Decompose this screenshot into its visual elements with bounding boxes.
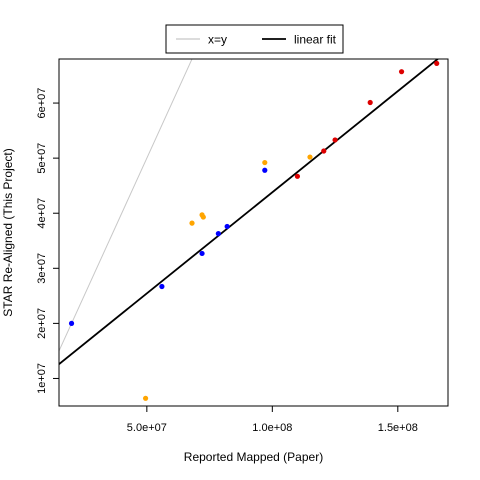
x-tick-label: 5.0e+07 bbox=[127, 422, 167, 434]
data-point-series-1 bbox=[224, 223, 230, 230]
legend: x=y linear fit bbox=[165, 24, 344, 54]
y-tick-label: 2e+07 bbox=[36, 308, 48, 339]
data-point-series-3 bbox=[294, 173, 301, 179]
data-point-series-1 bbox=[68, 320, 75, 326]
x-tick-label: 1.5e+08 bbox=[378, 422, 418, 434]
y-tick-label: 1e+07 bbox=[36, 363, 48, 394]
data-point-series-1 bbox=[159, 283, 165, 290]
y-tick-label: 3e+07 bbox=[36, 253, 48, 284]
data-point-series-1 bbox=[215, 231, 221, 237]
plot-frame bbox=[58, 58, 449, 407]
linear-fit-line bbox=[59, 59, 440, 365]
y-tick-label: 4e+07 bbox=[36, 198, 48, 229]
y-axis: 1e+07 2e+07 3e+07 4e+07 5e+07 6e+07 bbox=[36, 88, 59, 394]
data-point-series-3 bbox=[367, 99, 373, 106]
data-point-series-3 bbox=[398, 69, 405, 75]
data-point-series-1 bbox=[199, 250, 205, 257]
y-tick-label: 5e+07 bbox=[36, 143, 48, 174]
data-point-series-2 bbox=[262, 159, 268, 166]
data-point-series-3 bbox=[434, 60, 440, 67]
plot-area bbox=[59, 59, 440, 401]
data-point-series-2 bbox=[307, 154, 313, 160]
x-equals-y-line bbox=[59, 59, 193, 352]
data-point-series-2 bbox=[200, 214, 206, 220]
x-tick-label: 1.0e+08 bbox=[252, 422, 292, 434]
y-axis-label: STAR Re-Aligned (This Project) bbox=[1, 148, 15, 317]
x-axis-label: Reported Mapped (Paper) bbox=[184, 450, 323, 464]
y-tick-label: 6e+07 bbox=[36, 88, 48, 119]
data-point-series-2 bbox=[189, 220, 195, 226]
data-point-series-2 bbox=[142, 395, 149, 401]
data-point-series-3 bbox=[321, 148, 327, 154]
legend-label-x-equals-y: x=y bbox=[208, 33, 227, 47]
data-point-series-1 bbox=[262, 167, 268, 173]
x-axis: 5.0e+07 1.0e+08 1.5e+08 bbox=[127, 406, 418, 434]
data-point-series-3 bbox=[332, 137, 338, 143]
legend-label-linear-fit: linear fit bbox=[294, 33, 337, 47]
